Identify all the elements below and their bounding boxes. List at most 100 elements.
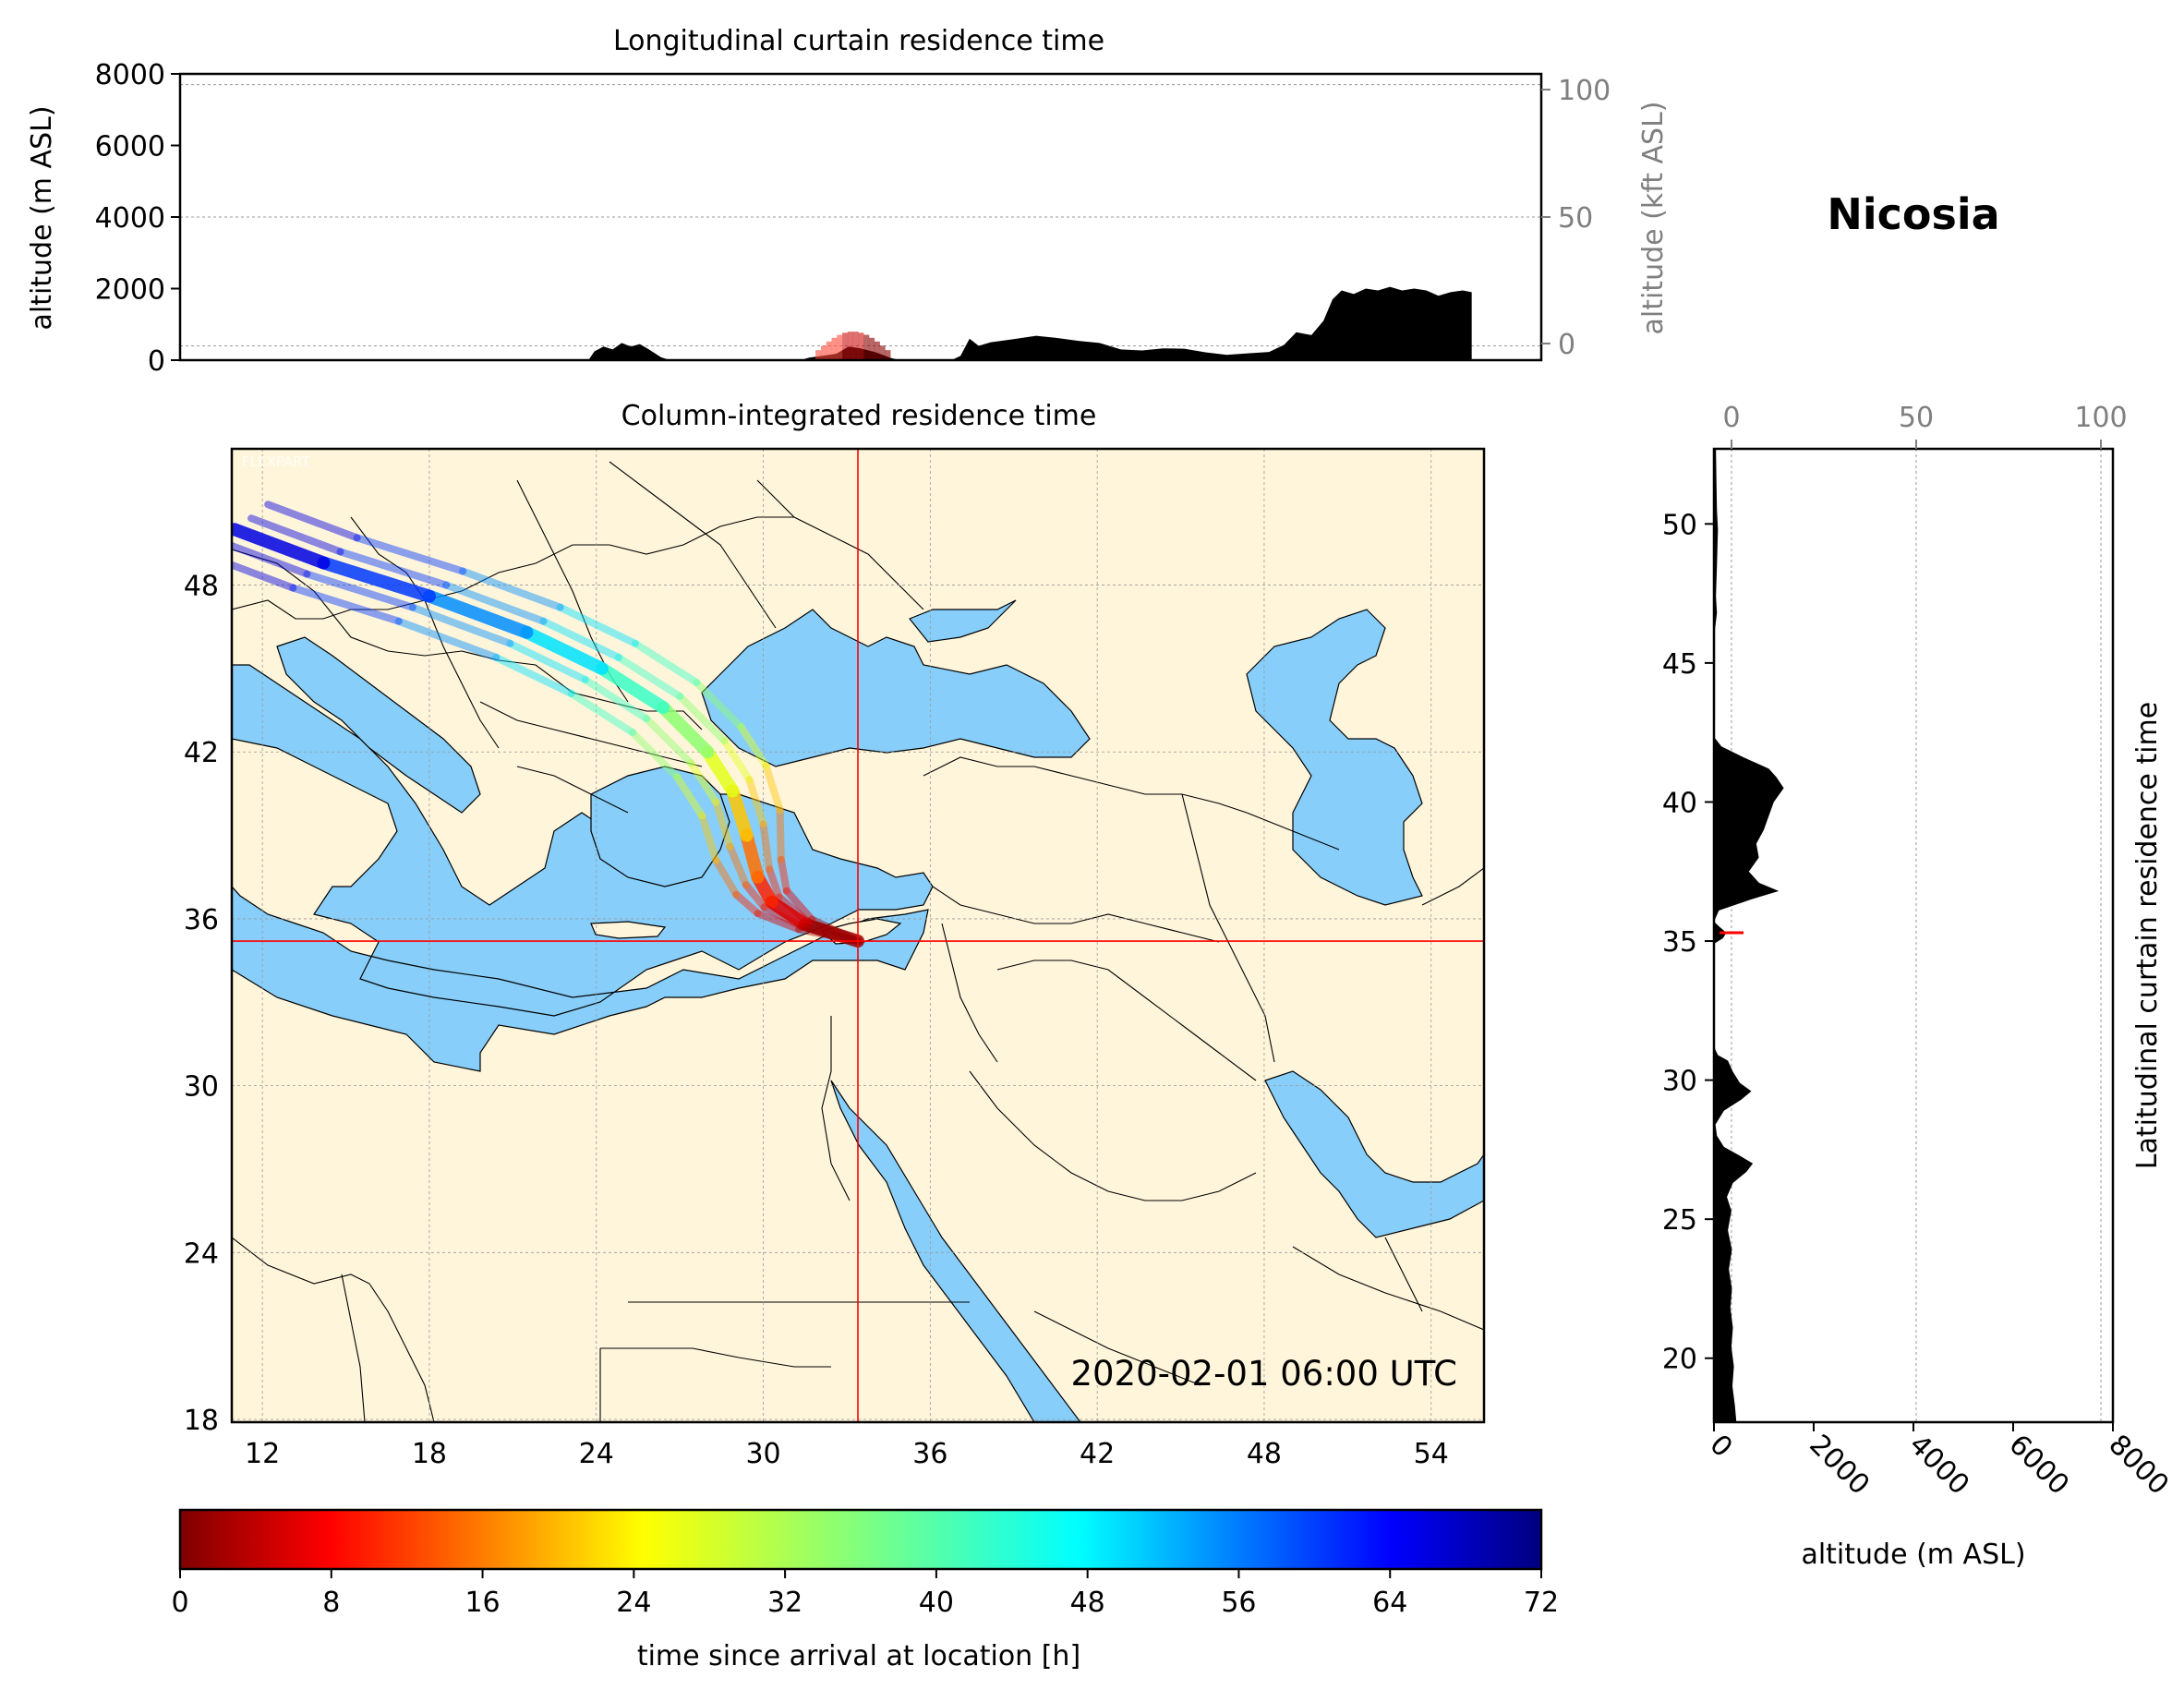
- plume-segment: [336, 548, 451, 589]
- plume-segment: [726, 784, 754, 842]
- latitudinal-xtick-label: 4000: [1902, 1429, 1975, 1502]
- plume-segment: [687, 759, 720, 806]
- plume-segment: [353, 534, 467, 575]
- plume-segment: [701, 745, 740, 798]
- latitudinal-ytick-label: 40: [1662, 787, 1697, 819]
- latitudinal-ytick-label: 50: [1662, 509, 1697, 541]
- plume-segment: [693, 678, 745, 731]
- colorbar: 0 8 16 24 32 40 48 56 64 72 time since arrival at…: [171, 1508, 1559, 1672]
- map-xtick-label: 54: [1414, 1438, 1449, 1470]
- aegean-sea: [590, 766, 730, 887]
- latitudinal-kft-ticks: 0 50 100: [1722, 402, 2128, 449]
- plume-segment: [712, 856, 741, 899]
- plume-segment: [673, 773, 706, 820]
- plume-segment: [804, 918, 862, 946]
- plume-column: [863, 334, 870, 360]
- map-panel: Column-integrated residence time: [184, 400, 1486, 1470]
- latitudinal-title: Latitudinal curtain residence time: [2131, 702, 2164, 1169]
- plume-segment: [539, 617, 622, 661]
- longitudinal-ytick-label: 6000: [95, 131, 165, 163]
- longitudinal-ytick-label: 8000: [95, 59, 165, 91]
- longitudinal-right-tick-label: 0: [1558, 329, 1575, 361]
- plume-segment: [766, 865, 783, 901]
- plume-segment: [759, 820, 774, 874]
- adriatic-sea: [276, 636, 481, 814]
- latitudinal-terrain: [1714, 449, 1784, 1422]
- plume-segment: [765, 895, 812, 931]
- plume-segment: [520, 625, 609, 675]
- terrain-area: [1714, 449, 1784, 1422]
- map-xtick-label: 48: [1247, 1438, 1282, 1470]
- mediterranean-sea: [232, 664, 934, 1072]
- longitudinal-title: Longitudinal curtain residence time: [613, 25, 1104, 57]
- latitudinal-ytick-label: 45: [1662, 648, 1697, 681]
- map-xtick-label: 36: [912, 1438, 947, 1470]
- longitudinal-right-ticks: 0 50 100: [1541, 75, 1611, 361]
- plume-segment: [676, 693, 729, 745]
- plume-segment: [631, 639, 701, 686]
- latitudinal-ytick-label: 30: [1662, 1066, 1697, 1098]
- colorbar-tick-label: 48: [1070, 1587, 1105, 1619]
- plume-segment: [745, 776, 767, 828]
- plume-segment: [289, 584, 403, 625]
- latitudinal-latitude-ticks: 20 25 30 35 40 45 50: [1662, 509, 1714, 1376]
- plume-segment: [303, 570, 416, 611]
- sea-of-azov: [909, 599, 1017, 643]
- latitudinal-axes-frame: [1712, 447, 2115, 1424]
- colorbar-tick-label: 32: [767, 1587, 802, 1619]
- map-ytick-label: 42: [184, 737, 219, 769]
- plume-column: [820, 345, 827, 360]
- plume-column: [826, 341, 832, 360]
- plume-column: [874, 341, 880, 360]
- map-xtick-label: 30: [745, 1438, 780, 1470]
- plume-column: [869, 337, 875, 360]
- plume-segment: [232, 561, 297, 592]
- longitudinal-terrain: [588, 286, 1472, 360]
- timestamp: 2020-02-01 06:00 UTC: [1070, 1354, 1457, 1394]
- plume-column: [885, 350, 891, 360]
- latitudinal-ytick-label: 25: [1662, 1204, 1697, 1237]
- colorbar-tick-label: 40: [919, 1587, 954, 1619]
- latitudinal-top-tick-label: 50: [1899, 402, 1934, 434]
- map-xtick-label: 18: [412, 1438, 447, 1470]
- plume: [232, 501, 864, 948]
- latitudinal-xlabel: altitude (m ASL): [1801, 1539, 2025, 1571]
- flexpart-watermark: FLEXPART: [242, 453, 310, 470]
- plume-segment: [581, 675, 650, 723]
- plume-segment: [720, 737, 754, 784]
- map-longitude-ticks: 12 18 24 30 36 42 48 54: [245, 1438, 1449, 1470]
- plume-segment: [740, 828, 765, 884]
- plume-segment: [807, 915, 862, 946]
- colorbar-tick-label: 64: [1372, 1587, 1407, 1619]
- colorbar-tick-label: 0: [171, 1587, 188, 1619]
- plume-segment: [317, 556, 436, 603]
- latitudinal-grid: [1731, 449, 2102, 1422]
- map-ytick-label: 36: [184, 904, 219, 936]
- plume-segment: [642, 715, 695, 767]
- plume-segment: [762, 762, 784, 815]
- map-ytick-label: 30: [184, 1071, 219, 1104]
- plume-segment: [264, 501, 361, 542]
- map-ytick-label: 48: [184, 571, 219, 603]
- longitudinal-right-tick-label: 100: [1558, 75, 1611, 107]
- map-title: Column-integrated residence time: [621, 400, 1097, 432]
- plume-segment: [737, 723, 770, 770]
- plume-segment: [394, 617, 501, 661]
- plume-segment: [628, 729, 682, 781]
- latitudinal-xtick-label: 6000: [2002, 1429, 2075, 1502]
- longitudinal-ytick-label: 2000: [95, 274, 165, 307]
- plume-segment: [732, 890, 762, 918]
- map-latitude-ticks: 18 24 30 36 42 48: [184, 571, 219, 1437]
- persian-gulf: [1264, 1070, 1484, 1238]
- plume-column: [858, 332, 864, 360]
- latitudinal-xtick-label: 2000: [1803, 1429, 1876, 1502]
- plume-segment: [595, 661, 670, 715]
- plume-column: [842, 332, 849, 360]
- latitudinal-top-tick-label: 100: [2074, 402, 2127, 434]
- plume-segment: [408, 603, 514, 647]
- longitudinal-right-tick-label: 50: [1558, 202, 1593, 235]
- plume-segment: [506, 639, 589, 683]
- plume-column: [837, 334, 843, 360]
- plume-column: [879, 345, 886, 360]
- terrain-area: [951, 286, 1472, 360]
